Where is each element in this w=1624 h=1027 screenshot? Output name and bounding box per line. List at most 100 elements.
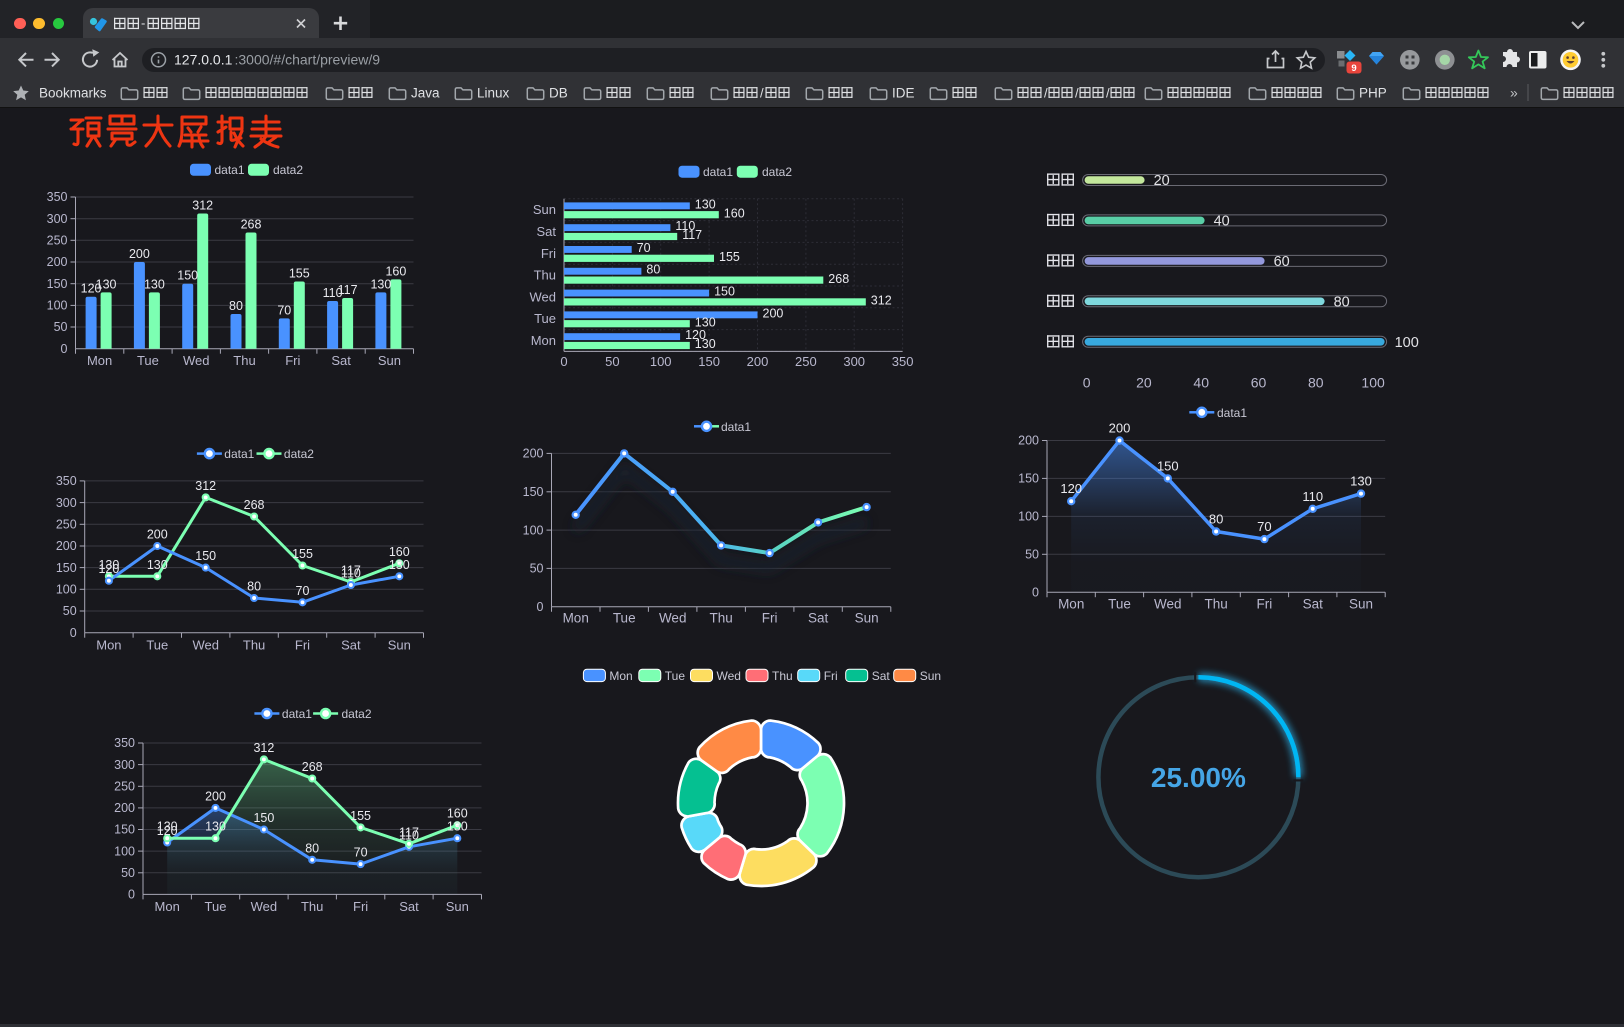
svg-text:120: 120 [1060, 481, 1082, 496]
svg-text:160: 160 [385, 264, 406, 278]
svg-text:110: 110 [1302, 489, 1323, 504]
svg-text:80: 80 [1209, 512, 1223, 527]
svg-text:70: 70 [637, 241, 651, 255]
svg-text:70: 70 [354, 846, 368, 860]
svg-text:312: 312 [195, 479, 216, 493]
svg-text:50: 50 [605, 354, 619, 369]
svg-text:70: 70 [1257, 519, 1271, 534]
svg-text:Mon: Mon [87, 353, 112, 368]
svg-text:130: 130 [695, 197, 716, 211]
svg-text:250: 250 [114, 780, 135, 794]
svg-text:Fri: Fri [762, 610, 778, 625]
svg-text:350: 350 [56, 474, 77, 488]
svg-text:70: 70 [296, 584, 310, 598]
svg-text:150: 150 [253, 811, 274, 825]
svg-text:Thu: Thu [772, 669, 793, 683]
svg-text:130: 130 [389, 558, 410, 572]
svg-text:200: 200 [1109, 421, 1131, 436]
svg-text:Wed: Wed [1154, 597, 1182, 612]
svg-text:150: 150 [195, 549, 216, 563]
svg-text:268: 268 [302, 760, 323, 774]
svg-text:350: 350 [892, 354, 914, 369]
svg-text:0: 0 [537, 600, 544, 614]
svg-text:100: 100 [1018, 510, 1039, 524]
svg-text:130: 130 [98, 558, 119, 572]
svg-text:150: 150 [523, 485, 544, 499]
svg-text:160: 160 [724, 206, 745, 220]
svg-text:DB: DB [549, 85, 568, 100]
svg-text:Java: Java [411, 85, 440, 100]
svg-text:110: 110 [341, 567, 361, 581]
svg-text:-: - [141, 16, 145, 31]
svg-text:data2: data2 [284, 447, 314, 461]
svg-text:60: 60 [1274, 254, 1290, 270]
svg-text:150: 150 [114, 823, 135, 837]
svg-text:300: 300 [843, 354, 865, 369]
svg-text:250: 250 [795, 354, 817, 369]
svg-text:312: 312 [192, 199, 213, 213]
svg-text:80: 80 [1334, 294, 1350, 310]
svg-text:Linux: Linux [477, 85, 510, 100]
svg-text:80: 80 [646, 263, 660, 277]
svg-text:0: 0 [560, 354, 567, 369]
svg-text:Mon: Mon [563, 610, 589, 625]
svg-text:Fri: Fri [541, 246, 556, 261]
svg-text:data2: data2 [273, 163, 303, 177]
svg-text:Mon: Mon [1058, 597, 1084, 612]
svg-text:data2: data2 [342, 707, 372, 721]
svg-text:130: 130 [144, 277, 165, 291]
svg-text:155: 155 [292, 547, 313, 561]
svg-text:Wed: Wed [659, 610, 687, 625]
svg-text:50: 50 [1025, 548, 1039, 562]
svg-text:Tue: Tue [146, 638, 168, 653]
svg-text:155: 155 [289, 267, 310, 281]
svg-text:127.0.0.1: 127.0.0.1 [174, 51, 233, 67]
svg-text:350: 350 [114, 736, 135, 750]
svg-text:130: 130 [147, 558, 168, 572]
svg-text:/: / [1044, 85, 1048, 100]
svg-text:Wed: Wed [251, 899, 278, 914]
svg-text:0: 0 [1032, 585, 1039, 599]
svg-text:Thu: Thu [243, 638, 265, 653]
svg-text:Mon: Mon [96, 638, 121, 653]
svg-text:Tue: Tue [534, 311, 556, 326]
svg-text:250: 250 [56, 518, 77, 532]
svg-text:Mon: Mon [531, 333, 556, 348]
svg-text:130: 130 [205, 820, 226, 834]
svg-text:Wed: Wed [717, 669, 741, 683]
svg-text:Thu: Thu [1204, 597, 1227, 612]
svg-text:117: 117 [338, 283, 358, 297]
svg-text:Fri: Fri [295, 638, 310, 653]
svg-text:200: 200 [114, 801, 135, 815]
svg-text:Thu: Thu [233, 353, 255, 368]
svg-text:200: 200 [763, 306, 784, 320]
svg-text:117: 117 [682, 228, 702, 242]
svg-text:data1: data1 [282, 707, 312, 721]
svg-text:120: 120 [81, 282, 102, 296]
svg-text:Sat: Sat [808, 610, 829, 625]
svg-text:60: 60 [1251, 375, 1267, 391]
svg-text:100: 100 [1395, 335, 1419, 351]
svg-text:Sat: Sat [399, 899, 419, 914]
svg-text:Thu: Thu [709, 610, 732, 625]
svg-text:150: 150 [1018, 472, 1039, 486]
svg-text:155: 155 [350, 809, 371, 823]
svg-text:50: 50 [63, 604, 77, 618]
svg-text:Tue: Tue [665, 669, 686, 683]
svg-text:300: 300 [47, 212, 68, 226]
svg-text:40: 40 [1193, 375, 1209, 391]
svg-text:80: 80 [305, 841, 319, 855]
svg-text:Sun: Sun [446, 899, 469, 914]
svg-text::3000/#/chart/preview/9: :3000/#/chart/preview/9 [235, 51, 381, 67]
svg-text:100: 100 [1361, 375, 1385, 391]
svg-text:20: 20 [1154, 173, 1170, 189]
svg-text:312: 312 [253, 741, 274, 755]
svg-text:200: 200 [129, 247, 150, 261]
svg-text:Tue: Tue [1108, 597, 1131, 612]
svg-text:100: 100 [650, 354, 672, 369]
svg-text:Sun: Sun [920, 669, 941, 683]
svg-text:80: 80 [1308, 375, 1324, 391]
svg-text:20: 20 [1136, 375, 1152, 391]
svg-text:IDE: IDE [892, 85, 915, 100]
svg-text:Thu: Thu [301, 899, 323, 914]
